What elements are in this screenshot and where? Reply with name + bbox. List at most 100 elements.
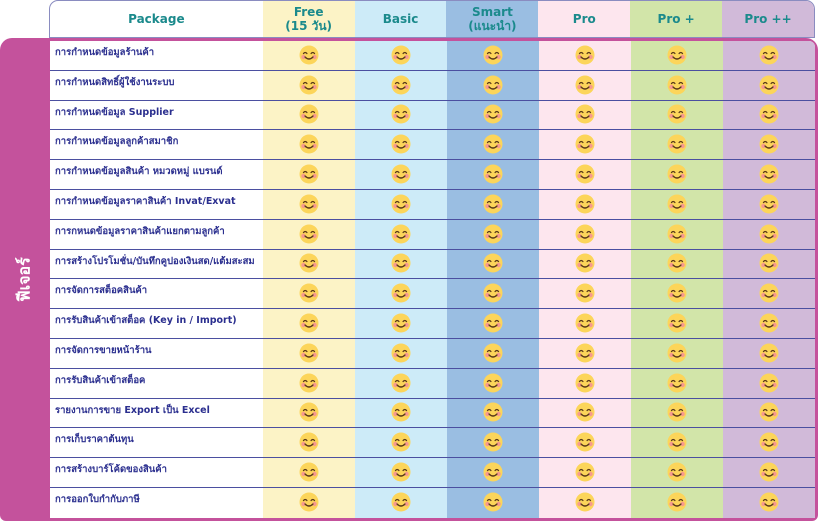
plan-cell bbox=[447, 398, 539, 428]
smiling-face-icon bbox=[575, 373, 595, 397]
smiling-face-icon bbox=[667, 104, 687, 128]
plan-cell bbox=[723, 100, 815, 130]
plan-cell bbox=[631, 70, 723, 100]
smiling-face-icon bbox=[391, 45, 411, 69]
plan-cell bbox=[447, 41, 539, 70]
plan-cell bbox=[447, 368, 539, 398]
smiling-face-icon bbox=[667, 253, 687, 277]
plan-cell bbox=[263, 100, 355, 130]
plan-cell bbox=[631, 41, 723, 70]
plan-cell bbox=[355, 398, 447, 428]
plan-cell bbox=[539, 130, 631, 160]
smiling-face-icon bbox=[391, 462, 411, 486]
smiling-face-icon bbox=[299, 462, 319, 486]
smiling-face-icon bbox=[483, 283, 503, 307]
plan-cell bbox=[447, 160, 539, 189]
plan-cell bbox=[263, 130, 355, 160]
plan-cell bbox=[263, 368, 355, 398]
smiling-face-icon bbox=[483, 224, 503, 248]
smiling-face-icon bbox=[759, 402, 779, 426]
plan-name: Pro + bbox=[657, 12, 695, 26]
plan-cell bbox=[447, 309, 539, 338]
plan-cell bbox=[631, 219, 723, 249]
smiling-face-icon bbox=[391, 224, 411, 248]
feature-label: การสร้างโปรโมชั่น/บันทึกคูปองเงินสด/แต้ม… bbox=[55, 255, 255, 267]
plan-cell bbox=[631, 189, 723, 219]
plan-cell bbox=[263, 398, 355, 428]
plan-cell bbox=[539, 398, 631, 428]
smiling-face-icon bbox=[391, 402, 411, 426]
smiling-face-icon bbox=[759, 343, 779, 367]
plan-cell bbox=[355, 249, 447, 279]
smiling-face-icon bbox=[299, 492, 319, 516]
plan-cell bbox=[263, 189, 355, 219]
plan-cell bbox=[539, 487, 631, 518]
plan-cell bbox=[447, 458, 539, 487]
plan-cell bbox=[355, 100, 447, 130]
smiling-face-icon bbox=[667, 224, 687, 248]
plan-name: Pro ++ bbox=[744, 12, 792, 26]
smiling-face-icon bbox=[299, 253, 319, 277]
plan-cell bbox=[263, 249, 355, 279]
feature-label: การกำหนดข้อมูล Supplier bbox=[55, 106, 174, 118]
plan-cell bbox=[263, 70, 355, 100]
smiling-face-icon bbox=[759, 373, 779, 397]
plan-cell bbox=[723, 219, 815, 249]
smiling-face-icon bbox=[299, 45, 319, 69]
smiling-face-icon bbox=[575, 224, 595, 248]
smiling-face-icon bbox=[483, 432, 503, 456]
smiling-face-icon bbox=[483, 373, 503, 397]
plan-cell bbox=[631, 100, 723, 130]
plan-cell bbox=[263, 219, 355, 249]
smiling-face-icon bbox=[299, 104, 319, 128]
feature-label: การจัดการสต็อคสินค้า bbox=[55, 285, 148, 297]
plan-cell bbox=[447, 249, 539, 279]
smiling-face-icon bbox=[759, 283, 779, 307]
table-row: การสร้างบาร์โค้ดของสินค้า bbox=[50, 458, 815, 488]
smiling-face-icon bbox=[483, 462, 503, 486]
smiling-face-icon bbox=[575, 104, 595, 128]
smiling-face-icon bbox=[667, 313, 687, 337]
feature-label: รายงานการขาย Export เป็น Excel bbox=[55, 404, 210, 416]
plan-cell bbox=[539, 249, 631, 279]
table-row: รายงานการขาย Export เป็น Excel bbox=[50, 398, 815, 429]
plan-cell bbox=[631, 487, 723, 518]
smiling-face-icon bbox=[391, 492, 411, 516]
smiling-face-icon bbox=[759, 432, 779, 456]
smiling-face-icon bbox=[483, 492, 503, 516]
smiling-face-icon bbox=[483, 164, 503, 188]
plan-header-1: Basic bbox=[354, 1, 447, 37]
plan-cell bbox=[539, 458, 631, 487]
plan-cell bbox=[263, 309, 355, 338]
plan-cell bbox=[539, 219, 631, 249]
plan-cell bbox=[355, 487, 447, 518]
plan-name: Free bbox=[293, 5, 324, 19]
smiling-face-icon bbox=[483, 104, 503, 128]
plan-cell bbox=[355, 428, 447, 458]
features-sidebar: ฟีเจอร์ bbox=[0, 38, 50, 521]
plan-cell bbox=[539, 100, 631, 130]
smiling-face-icon bbox=[667, 283, 687, 307]
plan-header-5: Pro ++ bbox=[722, 1, 814, 37]
smiling-face-icon bbox=[391, 104, 411, 128]
plan-cell bbox=[723, 279, 815, 309]
feature-label: การเก็บราคาต้นทุน bbox=[55, 434, 134, 446]
plan-cell bbox=[539, 338, 631, 368]
smiling-face-icon bbox=[667, 194, 687, 218]
table-row: การออกใบกำกับภาษี bbox=[50, 487, 815, 518]
plan-cell bbox=[355, 338, 447, 368]
table-row: การกำหนดข้อมูลร้านค้า bbox=[50, 41, 815, 71]
plan-cell bbox=[723, 368, 815, 398]
smiling-face-icon bbox=[759, 45, 779, 69]
plan-cell bbox=[723, 487, 815, 518]
feature-label: การจัดการขายหน้าร้าน bbox=[55, 344, 152, 356]
plan-cell bbox=[447, 428, 539, 458]
package-header: Package bbox=[128, 12, 185, 26]
plan-cell bbox=[539, 279, 631, 309]
table-row: การจัดการขายหน้าร้าน bbox=[50, 338, 815, 369]
smiling-face-icon bbox=[483, 313, 503, 337]
feature-label: การรับสินค้าเข้าสต็อค bbox=[55, 374, 146, 386]
smiling-face-icon bbox=[391, 194, 411, 218]
smiling-face-icon bbox=[759, 313, 779, 337]
smiling-face-icon bbox=[759, 224, 779, 248]
